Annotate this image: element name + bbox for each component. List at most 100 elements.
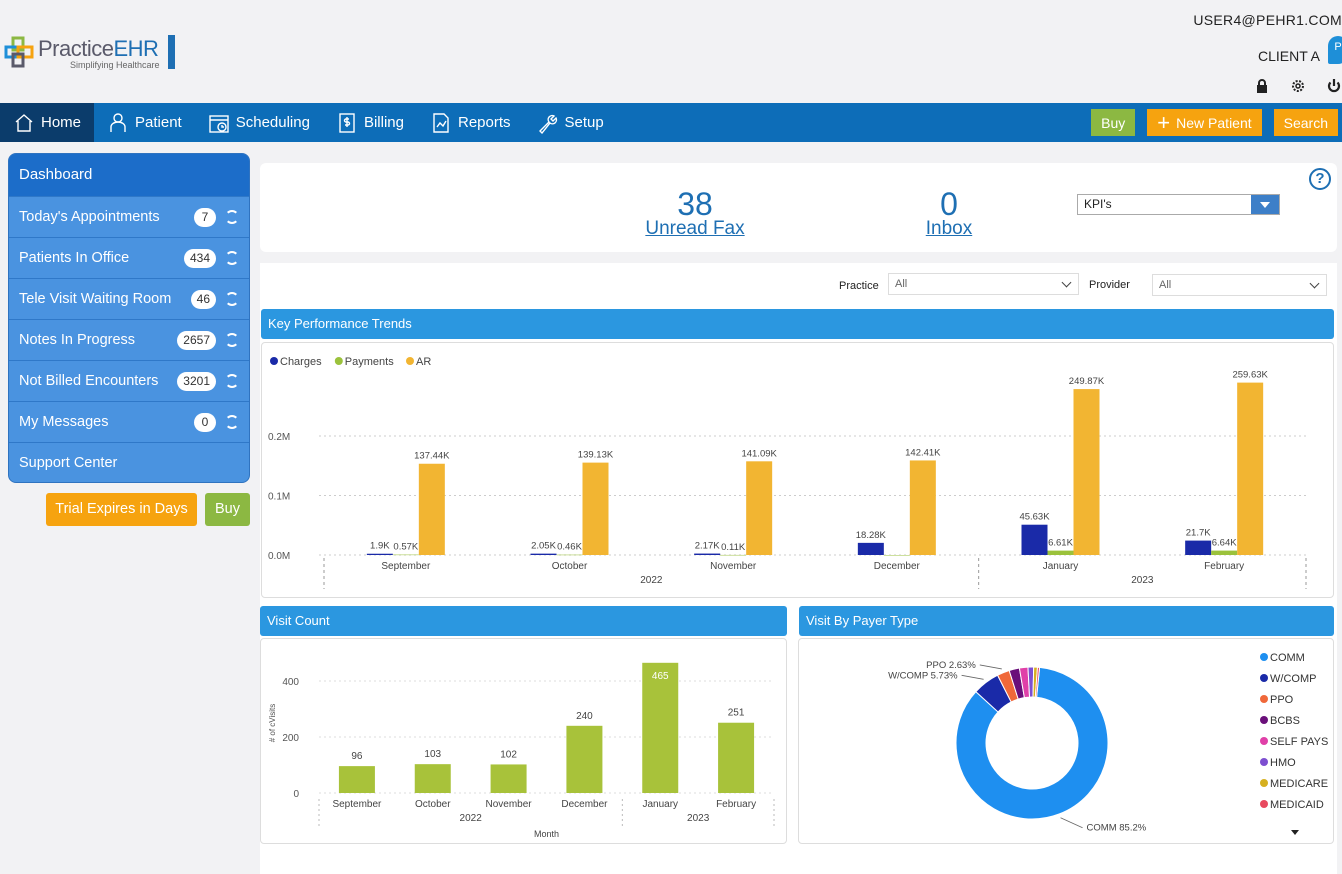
- help-icon[interactable]: ?: [1309, 168, 1331, 190]
- kpt-chart: 0.0M 0.1M 0.2M Charges Payments AR 1.9K 0.57K 13…: [268, 356, 1307, 589]
- legend-label: W/COMP: [1270, 673, 1316, 685]
- nav-home[interactable]: Home: [0, 103, 95, 142]
- kpt-bar: [366, 553, 393, 555]
- kpt-header: Key Performance Trends: [261, 309, 1334, 339]
- new-patient-button[interactable]: + New Patient: [1147, 109, 1262, 136]
- refresh-icon[interactable]: [225, 251, 239, 265]
- unread-fax-count[interactable]: 38: [677, 186, 713, 222]
- refresh-icon[interactable]: [225, 415, 239, 429]
- legend-marker: [1260, 800, 1268, 808]
- nav-billing-label: Billing: [363, 114, 404, 131]
- sidebar-item-my-messages[interactable]: My Messages 0: [9, 401, 249, 442]
- inbox-count[interactable]: 0: [940, 186, 958, 222]
- dollar-icon: [339, 112, 355, 133]
- legend-label: Payments: [345, 356, 394, 368]
- nav-setup-label: Setup: [564, 114, 604, 131]
- data-label: 6.64K: [1212, 538, 1237, 549]
- data-label: 249.87K: [1069, 376, 1105, 387]
- legend-more-icon: [1291, 830, 1299, 835]
- year-label: 2022: [460, 813, 483, 824]
- pie-slice-label: W/COMP 5.73%: [888, 670, 958, 681]
- kpt-bar: [883, 555, 910, 556]
- sidebar-item-todays-appointments[interactable]: Today's Appointments 7: [9, 196, 249, 237]
- sidebar-item-label: Notes In Progress: [19, 332, 136, 348]
- client-badge-icon[interactable]: P: [1328, 36, 1342, 64]
- x-tick-label: November: [710, 561, 757, 572]
- x-tick-label: October: [552, 561, 588, 572]
- unread-fax-link[interactable]: Unread Fax: [645, 218, 745, 239]
- visit-bar: [642, 662, 679, 793]
- legend-marker: [1260, 737, 1268, 745]
- sidebar-item-label: Today's Appointments: [19, 209, 160, 225]
- trial-buy-button[interactable]: Buy: [205, 493, 250, 526]
- search-button[interactable]: Search: [1273, 109, 1338, 136]
- data-label: 465: [652, 671, 669, 682]
- sidebar-item-patients-in-office[interactable]: Patients In Office 434: [9, 237, 249, 278]
- sidebar-item-label: My Messages: [19, 414, 109, 430]
- buy-button[interactable]: Buy: [1091, 109, 1136, 136]
- data-label: 2.17K: [695, 541, 720, 552]
- refresh-icon[interactable]: [225, 292, 239, 306]
- chevron-down-icon[interactable]: [1251, 195, 1279, 214]
- year-label: 2022: [640, 575, 663, 586]
- provider-filter-select[interactable]: All: [1152, 274, 1327, 296]
- sidebar-item-notes-in-progress[interactable]: Notes In Progress 2657: [9, 319, 249, 360]
- data-label: 137.44K: [414, 451, 450, 462]
- legend-label: Charges: [280, 356, 322, 368]
- data-label: 102: [500, 749, 517, 760]
- kpi-select-value: KPI's: [1084, 197, 1112, 211]
- lock-icon[interactable]: [1254, 78, 1270, 94]
- plus-icon: +: [1157, 109, 1171, 135]
- count-badge: 0: [194, 412, 216, 432]
- kpt-bar: [582, 462, 609, 555]
- nav-patient[interactable]: Patient: [94, 103, 195, 142]
- gear-icon[interactable]: [1290, 78, 1306, 94]
- nav-billing[interactable]: Billing: [323, 103, 417, 142]
- legend-label: SELF PAYS: [1270, 736, 1328, 748]
- power-icon[interactable]: [1326, 78, 1342, 94]
- data-label: 0.11K: [721, 542, 746, 553]
- practice-filter-select[interactable]: All: [888, 273, 1079, 295]
- x-tick-label: October: [415, 799, 451, 810]
- kpi-select[interactable]: KPI's: [1077, 194, 1280, 215]
- x-tick-label: November: [486, 799, 533, 810]
- trial-expires-button[interactable]: Trial Expires in Days: [46, 493, 197, 526]
- nav-home-label: Home: [41, 114, 82, 131]
- report-icon: [433, 112, 449, 133]
- refresh-icon[interactable]: [225, 333, 239, 347]
- kpt-bar: [720, 554, 747, 556]
- kpt-bar: [746, 461, 773, 555]
- sidebar-item-support-center[interactable]: Support Center: [9, 442, 249, 482]
- visit-count-panel: 0 200 400 # of cVisits 96 September 103 October…: [260, 638, 787, 844]
- x-tick-label: December: [874, 561, 921, 572]
- y-axis-label: # of cVisits: [268, 704, 277, 743]
- dashboard-sidebar: Dashboard Today's Appointments 7 Patients…: [8, 153, 250, 483]
- data-label: 0.46K: [557, 542, 582, 553]
- sidebar-item-not-billed[interactable]: Not Billed Encounters 3201: [9, 360, 249, 401]
- user-email[interactable]: USER4@PEHR1.COM: [1193, 12, 1342, 28]
- kpt-bar: [530, 553, 557, 555]
- legend-label: COMM: [1270, 652, 1305, 664]
- nav-scheduling[interactable]: Scheduling: [195, 103, 323, 142]
- sidebar-title[interactable]: Dashboard: [9, 154, 249, 196]
- refresh-icon[interactable]: [225, 374, 239, 388]
- logo-accent-bar: [168, 35, 175, 69]
- nav-setup[interactable]: Setup: [524, 103, 617, 142]
- kpt-bar: [694, 553, 721, 555]
- y-tick-label: 200: [282, 733, 299, 744]
- sidebar-item-tele-visit[interactable]: Tele Visit Waiting Room 46: [9, 278, 249, 319]
- legend-marker: [270, 357, 278, 365]
- legend-marker: [1260, 758, 1268, 766]
- x-tick-label: September: [332, 799, 382, 810]
- client-name[interactable]: CLIENT A: [1258, 48, 1320, 64]
- nav-reports[interactable]: Reports: [417, 103, 524, 142]
- inbox-link[interactable]: Inbox: [925, 218, 973, 239]
- refresh-icon[interactable]: [225, 210, 239, 224]
- y-tick-label: 400: [282, 677, 299, 688]
- logo-text: PracticeEHR: [38, 36, 159, 61]
- data-label: 103: [424, 749, 441, 760]
- data-label: 21.7K: [1186, 528, 1211, 539]
- data-label: 2.05K: [531, 541, 556, 552]
- data-label: 18.28K: [856, 530, 887, 541]
- visit-bar: [566, 725, 603, 793]
